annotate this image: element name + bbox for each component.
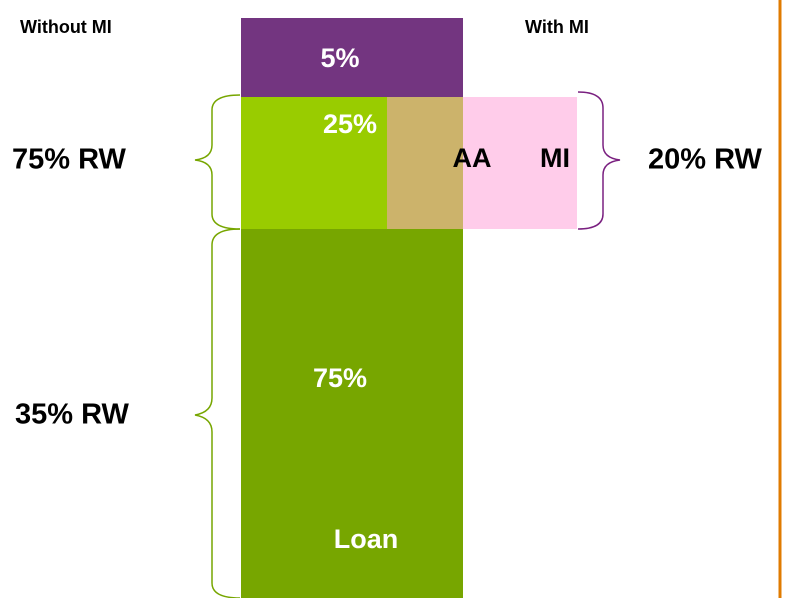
brace-label: 20% RW — [648, 144, 763, 176]
block-label: MI — [540, 143, 570, 173]
block-label: Loan — [334, 524, 399, 554]
brace-label: 35% RW — [15, 399, 130, 431]
block-label: 25% — [323, 109, 377, 139]
brace — [577, 91, 621, 230]
brace — [194, 94, 241, 230]
block-label: 75% — [313, 363, 367, 393]
header-label: Without MI — [20, 17, 112, 37]
block-label: AA — [453, 143, 492, 173]
middle-block — [241, 97, 387, 229]
top-block — [241, 18, 463, 97]
aa-block — [387, 97, 463, 229]
mi-block — [463, 97, 577, 229]
brace — [194, 228, 241, 598]
block-label: 5% — [320, 43, 359, 73]
bottom-block — [241, 229, 463, 598]
brace-label: 75% RW — [12, 144, 127, 176]
header-label: With MI — [525, 17, 589, 37]
